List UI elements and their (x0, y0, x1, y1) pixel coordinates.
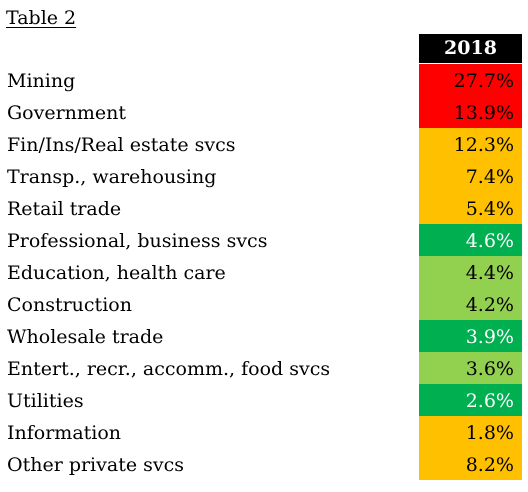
table-row: Construction 4.2% (0, 288, 528, 320)
row-label-information: Information (7, 422, 122, 444)
row-label-utilities: Utilities (7, 390, 84, 412)
row-value-wholesale-trade: 3.9% (419, 320, 522, 352)
row-value-professional-business: 4.6% (419, 224, 522, 256)
row-label-education-health: Education, health care (7, 262, 226, 284)
row-label-wholesale-trade: Wholesale trade (7, 326, 164, 348)
row-label-professional-business: Professional, business svcs (7, 230, 268, 252)
row-value-other-private: 8.2% (419, 448, 522, 480)
row-value-fin-ins-real-estate: 12.3% (419, 128, 522, 160)
table-row: Entert., recr., accomm., food svcs 3.6% (0, 352, 528, 384)
row-value-construction: 4.2% (419, 288, 522, 320)
column-header-2018: 2018 (419, 34, 522, 63)
row-label-fin-ins-real-estate: Fin/Ins/Real estate svcs (7, 134, 236, 156)
table-row: Government 13.9% (0, 96, 528, 128)
row-label-government: Government (7, 102, 127, 124)
row-value-mining: 27.7% (419, 64, 522, 96)
table-row: Information 1.8% (0, 416, 528, 448)
row-label-mining: Mining (7, 70, 76, 92)
row-value-information: 1.8% (419, 416, 522, 448)
row-label-other-private: Other private svcs (7, 454, 184, 476)
table-row: Retail trade 5.4% (0, 192, 528, 224)
table-row: Professional, business svcs 4.6% (0, 224, 528, 256)
table-row: Utilities 2.6% (0, 384, 528, 416)
row-label-retail-trade: Retail trade (7, 198, 122, 220)
row-value-transp-warehousing: 7.4% (419, 160, 522, 192)
row-label-entert-recr-accomm: Entert., recr., accomm., food svcs (7, 358, 331, 380)
table-row: Fin/Ins/Real estate svcs 12.3% (0, 128, 528, 160)
row-label-transp-warehousing: Transp., warehousing (7, 166, 217, 188)
row-value-utilities: 2.6% (419, 384, 522, 416)
table-row: Education, health care 4.4% (0, 256, 528, 288)
table-body: Mining 27.7% Government 13.9% Fin/Ins/Re… (0, 64, 528, 480)
table-row: Mining 27.7% (0, 64, 528, 96)
row-label-construction: Construction (7, 294, 132, 316)
row-value-retail-trade: 5.4% (419, 192, 522, 224)
table-row: Wholesale trade 3.9% (0, 320, 528, 352)
table-title: Table 2 (6, 7, 77, 29)
row-value-government: 13.9% (419, 96, 522, 128)
table-row: Transp., warehousing 7.4% (0, 160, 528, 192)
row-value-education-health: 4.4% (419, 256, 522, 288)
row-value-entert-recr-accomm: 3.6% (419, 352, 522, 384)
table-row: Other private svcs 8.2% (0, 448, 528, 480)
